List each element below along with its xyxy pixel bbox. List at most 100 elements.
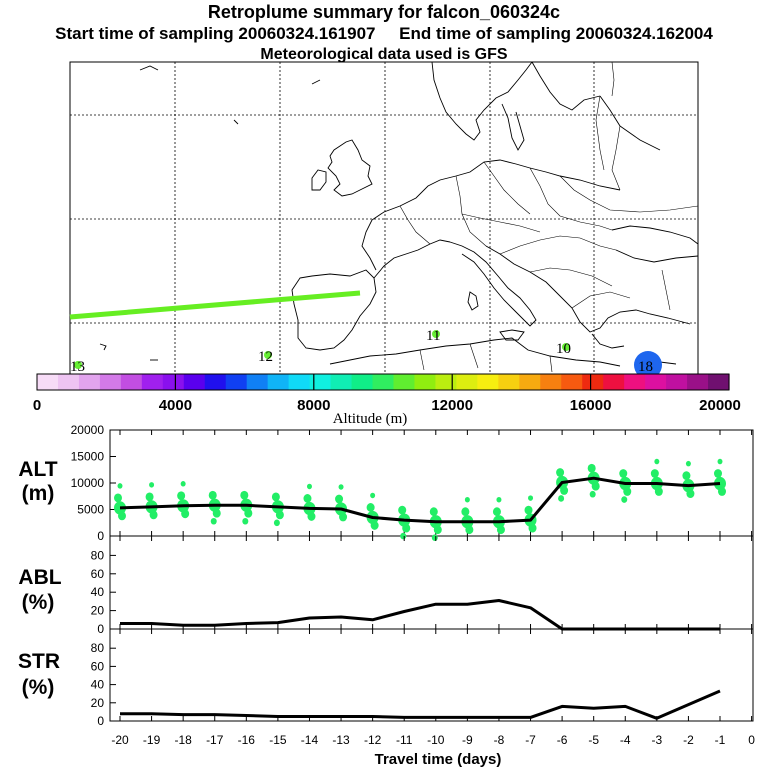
alt-scatter-point xyxy=(496,496,502,503)
alt-label-top: ALT xyxy=(18,458,57,481)
xtick-label: -19 xyxy=(143,733,161,747)
end-time-label: End time of sampling 20060324.162004 xyxy=(399,24,713,43)
alt-scatter-point xyxy=(271,492,280,502)
alt-ytick-label: 10000 xyxy=(71,476,105,490)
xtick-label: -9 xyxy=(462,733,473,747)
alt-series-line xyxy=(119,476,721,524)
alt-scatter-point xyxy=(210,517,217,525)
colorbar-cell xyxy=(498,374,520,390)
alt-scatter-point xyxy=(718,487,726,496)
abl-series-line xyxy=(120,599,720,631)
xtick-label: -4 xyxy=(620,733,631,747)
colorbar-cell xyxy=(225,374,248,390)
alt-scatter-point xyxy=(370,492,376,499)
alt-scatter-point xyxy=(433,525,442,535)
alt-scatter-point xyxy=(686,489,695,499)
alt-scatter-point xyxy=(400,532,407,540)
abl-ytick-label: 80 xyxy=(91,548,105,562)
xtick-label: -13 xyxy=(332,733,350,747)
xtick-label: -18 xyxy=(174,733,192,747)
str-ytick-label: 0 xyxy=(97,714,104,728)
alt-scatter-point xyxy=(240,490,249,500)
point-12-label: 12 xyxy=(258,349,273,365)
str-ytick-label: 40 xyxy=(91,678,105,692)
xtick-label: -12 xyxy=(364,733,382,747)
abl-label-bottom: (%) xyxy=(22,591,55,614)
point-10-label: 10 xyxy=(556,341,571,357)
str-label-top: STR xyxy=(18,650,60,673)
xtick-label: -8 xyxy=(494,733,505,747)
colorbar-ticks: 0 4000 8000 12000 16000 20000 xyxy=(33,397,741,414)
alt-ytick-label: 5000 xyxy=(77,503,104,517)
alt-scatter-point xyxy=(145,492,154,502)
alt-scatter-point xyxy=(556,468,565,477)
alt-scatter-point xyxy=(461,507,470,517)
colorbar-cell xyxy=(78,374,101,390)
colorbar-title: Altitude (m) xyxy=(333,411,408,427)
abl-label-top: ABL xyxy=(18,566,61,589)
xtick-label: -2 xyxy=(683,733,694,747)
colorbar: 0 4000 8000 12000 16000 20000 Altitude (… xyxy=(33,373,741,427)
alt-scatter-point xyxy=(114,493,122,503)
str-series-line xyxy=(120,689,721,720)
alt-scatter-point xyxy=(338,484,344,490)
alt-scatter-point xyxy=(464,496,470,503)
alt-scatter-point xyxy=(524,505,533,515)
xtick-label: -5 xyxy=(588,733,599,747)
alt-scatter-point xyxy=(528,523,537,533)
xtick-label: -1 xyxy=(715,733,726,747)
str-ytick-label: 80 xyxy=(91,641,105,655)
colorbar-cell xyxy=(666,374,688,390)
alt-scatter-point xyxy=(496,525,505,535)
panel-frames xyxy=(109,429,754,722)
alt-scatter-point xyxy=(589,490,596,498)
alt-scatter-point xyxy=(623,487,632,496)
xtick-label: -14 xyxy=(301,733,319,747)
point-12: 12 xyxy=(258,349,273,365)
colorbar-cell xyxy=(456,374,478,390)
point-18-label: 18 xyxy=(638,359,653,375)
alt-ytick-label: 20000 xyxy=(71,423,105,437)
colorbar-tick-12000: 12000 xyxy=(431,397,473,414)
point-11-marker xyxy=(432,330,440,338)
alt-panel: 0 5000 10000 15000 20000 xyxy=(71,423,753,543)
map-panel: 13 12 11 10 18 xyxy=(69,61,699,379)
alt-scatter-point xyxy=(303,494,312,503)
alt-scatter-point xyxy=(717,458,723,465)
alt-scatter-point xyxy=(366,503,375,512)
plume-track xyxy=(69,290,361,320)
colorbar-cell xyxy=(393,374,416,390)
colorbar-cell xyxy=(624,374,646,390)
map-frame xyxy=(69,61,699,376)
colorbar-cell xyxy=(645,374,667,390)
colorbar-cell xyxy=(120,374,143,390)
point-10: 10 xyxy=(556,341,571,357)
colorbar-cell xyxy=(540,374,562,390)
xtick-label: -7 xyxy=(525,733,536,747)
alt-scatter-point xyxy=(654,458,660,465)
xtick-label: -20 xyxy=(111,733,129,747)
colorbar-cell xyxy=(582,374,604,390)
alt-scatter-point xyxy=(682,471,691,481)
plume-line xyxy=(69,290,361,320)
colorbar-cell xyxy=(162,374,185,390)
colorbar-cell xyxy=(246,374,269,390)
alt-scatter-point xyxy=(212,508,221,518)
alt-scatter-point xyxy=(714,469,722,478)
colorbar-cell xyxy=(37,374,59,390)
str-ytick-label: 20 xyxy=(91,696,105,710)
xtick-label: 0 xyxy=(748,733,755,747)
abl-ytick-label: 60 xyxy=(91,567,105,581)
alt-scatter-point xyxy=(370,521,379,530)
alt-scatter-point xyxy=(528,495,534,501)
alt-scatter-point xyxy=(621,496,628,503)
abl-panel: 0 20 40 60 80 xyxy=(91,536,753,636)
colorbar-cell xyxy=(477,374,499,390)
sampling-times: Start time of sampling 20060324.161907 E… xyxy=(0,24,768,44)
alt-scatter-point xyxy=(465,525,474,535)
chart-title: Retroplume summary for falcon_060324c xyxy=(207,2,561,22)
alt-scatter-point xyxy=(591,481,600,491)
met-data-label: Meteorological data used is GFS xyxy=(260,46,508,63)
